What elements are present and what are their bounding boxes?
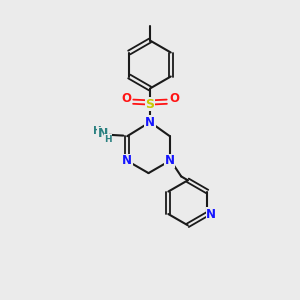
Text: H: H — [93, 126, 102, 136]
Text: N: N — [145, 116, 155, 129]
Text: N: N — [98, 127, 108, 140]
Text: N: N — [165, 154, 175, 167]
Text: H: H — [104, 135, 112, 144]
Text: O: O — [169, 92, 179, 105]
Text: N: N — [206, 208, 216, 220]
Text: N: N — [122, 154, 132, 167]
Text: S: S — [146, 98, 154, 111]
Text: O: O — [121, 92, 131, 105]
